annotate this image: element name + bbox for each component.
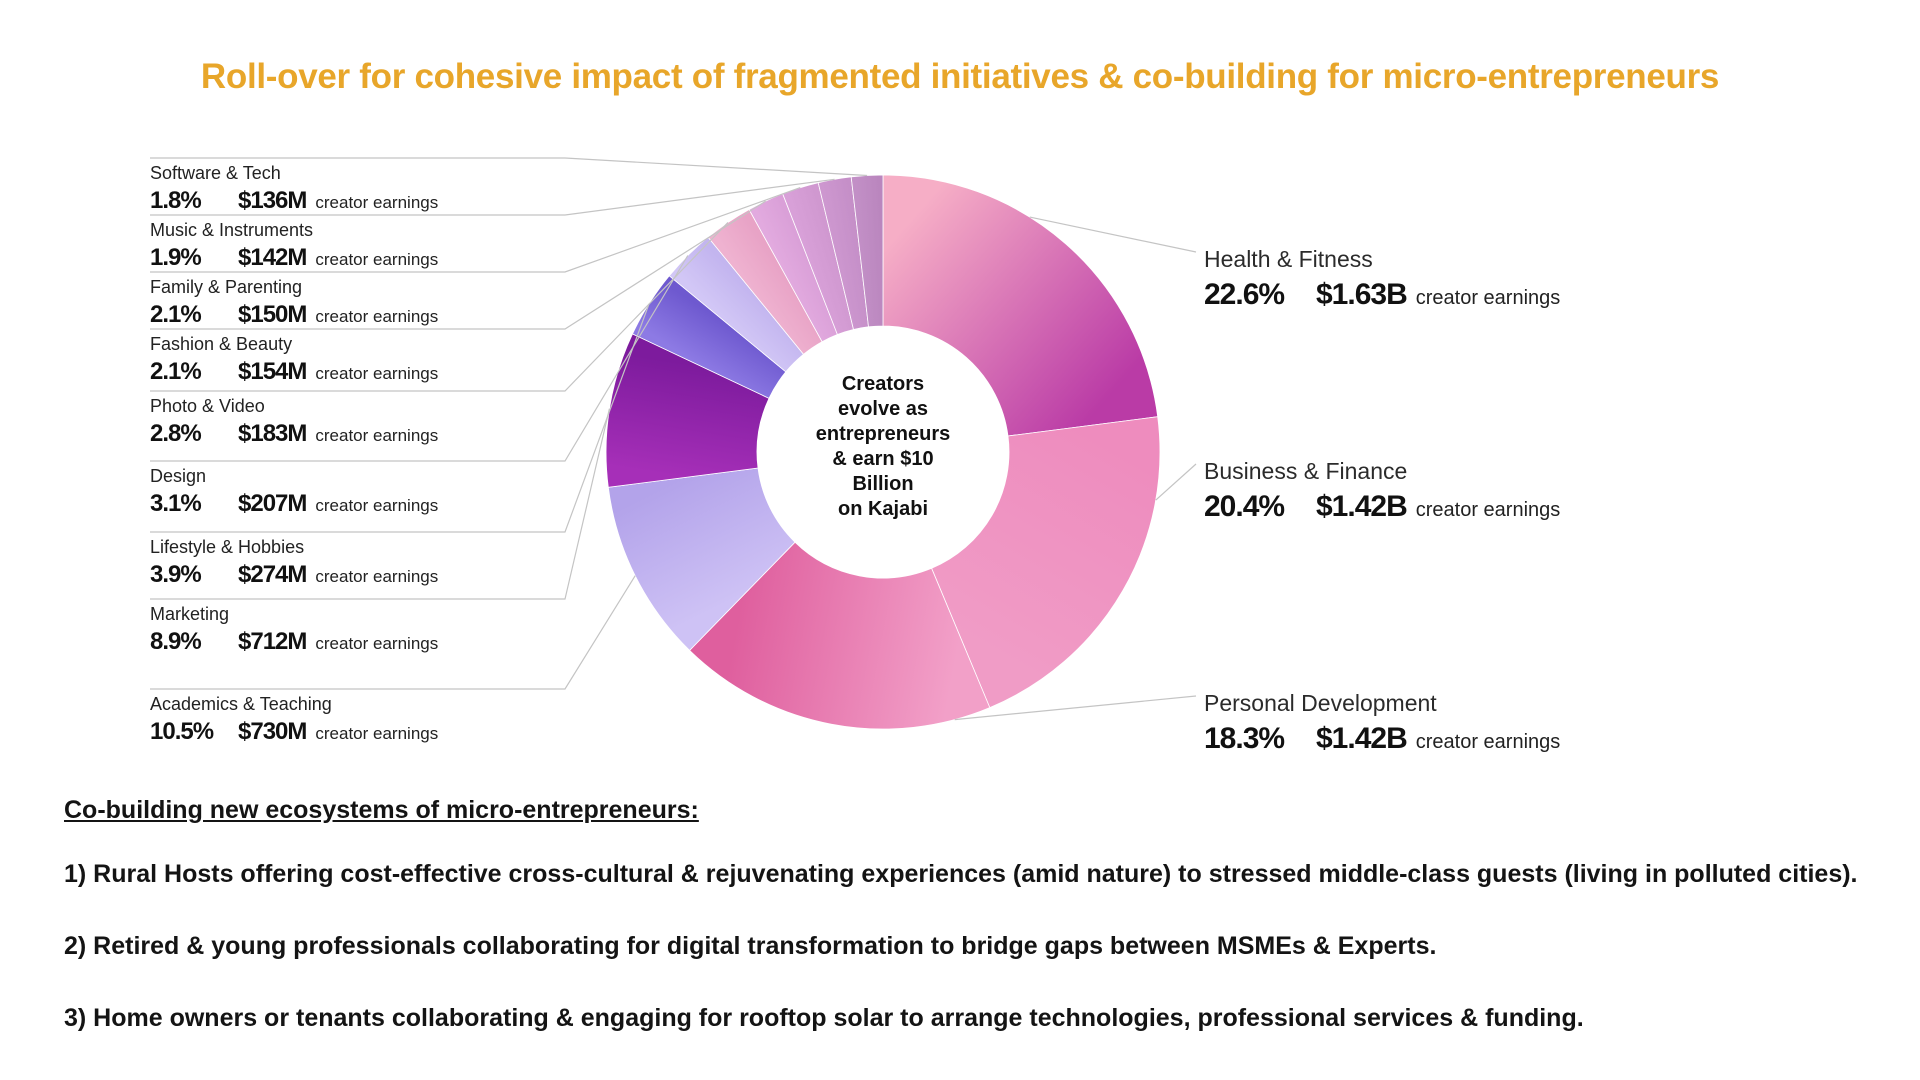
segment-name: Lifestyle & Hobbies xyxy=(150,537,305,557)
segment-earnings: $142M xyxy=(238,244,307,271)
footer-point-2: 2) Retired & young professionals collabo… xyxy=(64,932,1437,960)
leader-line xyxy=(150,255,689,462)
segment-name: Software & Tech xyxy=(150,163,281,183)
leader-line xyxy=(150,178,835,216)
footer-heading: Co-building new ecosystems of micro-entr… xyxy=(64,796,699,824)
segment-values: 1.9% $142M creator earnings xyxy=(150,244,590,272)
segment-label-photo-video: Photo & Video 2.8% $183M creator earnings xyxy=(150,396,590,448)
segment-earnings: $154M xyxy=(238,358,307,385)
segment-earnings: $207M xyxy=(238,490,307,517)
earnings-suffix: creator earnings xyxy=(315,426,439,445)
earnings-suffix: creator earnings xyxy=(315,193,439,212)
slice-health-fitness[interactable] xyxy=(882,174,1159,437)
page-title: Roll-over for cohesive impact of fragmen… xyxy=(200,57,1720,97)
leader-line xyxy=(150,187,801,273)
segment-percentage: 20.4% xyxy=(1204,490,1285,523)
segment-label-business-finance: Business & Finance 20.4% $1.42B creator ear… xyxy=(1204,458,1684,524)
segment-percentage: 1.9% xyxy=(150,244,202,271)
leader-line xyxy=(954,695,1197,721)
segment-values: 2.8% $183M creator earnings xyxy=(150,420,590,448)
earnings-suffix: creator earnings xyxy=(1415,287,1561,309)
segment-name: Academics & Teaching xyxy=(150,694,332,714)
segment-percentage: 8.9% xyxy=(150,628,202,655)
segment-name: Health & Fitness xyxy=(1204,246,1373,272)
slice-business-finance[interactable] xyxy=(931,416,1161,709)
segment-percentage: 18.3% xyxy=(1204,722,1285,755)
segment-values: 2.1% $150M creator earnings xyxy=(150,301,590,329)
earnings-suffix: creator earnings xyxy=(315,307,439,326)
segment-earnings: $150M xyxy=(238,301,307,328)
earnings-suffix: creator earnings xyxy=(1415,499,1561,521)
segment-values: 18.3% $1.42B creator earnings xyxy=(1204,722,1684,756)
earnings-suffix: creator earnings xyxy=(1415,731,1561,753)
segment-label-music-instruments: Music & Instruments 1.9% $142M creator earn… xyxy=(150,220,590,272)
leader-line xyxy=(150,303,650,533)
segment-percentage: 2.1% xyxy=(150,301,202,328)
earnings-suffix: creator earnings xyxy=(315,364,439,383)
slice-personal-development[interactable] xyxy=(689,541,991,730)
segment-label-marketing: Marketing 8.9% $712M creator earnings xyxy=(150,604,590,656)
segment-earnings: $730M xyxy=(238,718,307,745)
leader-line xyxy=(150,157,868,177)
segment-earnings: $183M xyxy=(238,420,307,447)
segment-earnings: $1.63B xyxy=(1316,278,1408,311)
footer-text: Co-building new ecosystems of micro-entr… xyxy=(64,796,1876,1073)
segment-label-personal-development: Personal Development 18.3% $1.42B creator e… xyxy=(1204,690,1684,756)
chart-center-text: Creators evolve as entrepreneurs & earn … xyxy=(815,373,951,520)
segment-percentage: 2.8% xyxy=(150,420,202,447)
leader-line xyxy=(150,200,767,330)
segment-percentage: 3.9% xyxy=(150,561,202,588)
leader-line xyxy=(1155,463,1197,501)
segment-values: 3.9% $274M creator earnings xyxy=(150,561,590,589)
segment-name: Business & Finance xyxy=(1204,458,1408,484)
segment-percentage: 10.5% xyxy=(150,718,214,745)
segment-values: 10.5% $730M creator earnings xyxy=(150,718,590,746)
earnings-suffix: creator earnings xyxy=(315,567,439,586)
segment-earnings: $274M xyxy=(238,561,307,588)
earnings-suffix: creator earnings xyxy=(315,496,439,515)
segment-earnings: $1.42B xyxy=(1316,722,1408,755)
segment-values: 2.1% $154M creator earnings xyxy=(150,358,590,386)
leader-line xyxy=(150,575,636,690)
leader-line xyxy=(150,408,610,600)
segment-percentage: 1.8% xyxy=(150,187,202,214)
segment-name: Marketing xyxy=(150,604,230,624)
segment-name: Personal Development xyxy=(1204,690,1437,716)
segment-label-health-fitness: Health & Fitness 22.6% $1.63B creator earni… xyxy=(1204,246,1684,312)
segment-label-family-parenting: Family & Parenting 2.1% $150M creator earni… xyxy=(150,277,590,329)
segment-values: 22.6% $1.63B creator earnings xyxy=(1204,278,1684,312)
segment-label-fashion-beauty: Fashion & Beauty 2.1% $154M creator earning… xyxy=(150,334,590,386)
segment-earnings: $136M xyxy=(238,187,307,214)
segment-values: 1.8% $136M creator earnings xyxy=(150,187,590,215)
segment-earnings: $712M xyxy=(238,628,307,655)
segment-label-lifestyle-hobbies: Lifestyle & Hobbies 3.9% $274M creator earn… xyxy=(150,537,590,589)
slice-software-tech[interactable] xyxy=(850,174,884,328)
segment-percentage: 22.6% xyxy=(1204,278,1285,311)
segment-values: 3.1% $207M creator earnings xyxy=(150,490,590,518)
segment-name: Design xyxy=(150,466,207,486)
segment-values: 8.9% $712M creator earnings xyxy=(150,628,590,656)
segment-name: Photo & Video xyxy=(150,396,265,416)
segment-label-design: Design 3.1% $207M creator earnings xyxy=(150,466,590,518)
segment-label-software-tech: Software & Tech 1.8% $136M creator earnings xyxy=(150,163,590,215)
segment-earnings: $1.42B xyxy=(1316,490,1408,523)
segment-values: 20.4% $1.42B creator earnings xyxy=(1204,490,1684,524)
segment-percentage: 3.1% xyxy=(150,490,202,517)
segment-label-academics-teaching: Academics & Teaching 10.5% $730M creator ea… xyxy=(150,694,590,746)
earnings-suffix: creator earnings xyxy=(315,250,439,269)
segment-name: Family & Parenting xyxy=(150,277,303,297)
segment-name: Fashion & Beauty xyxy=(150,334,293,354)
footer-point-1: 1) Rural Hosts offering cost-effective c… xyxy=(64,860,1858,888)
segment-percentage: 2.1% xyxy=(150,358,202,385)
segment-name: Music & Instruments xyxy=(150,220,314,240)
earnings-suffix: creator earnings xyxy=(315,634,439,653)
earnings-suffix: creator earnings xyxy=(315,724,439,743)
footer-point-3: 3) Home owners or tenants collaborating … xyxy=(64,1004,1584,1032)
leader-line xyxy=(1029,216,1197,253)
